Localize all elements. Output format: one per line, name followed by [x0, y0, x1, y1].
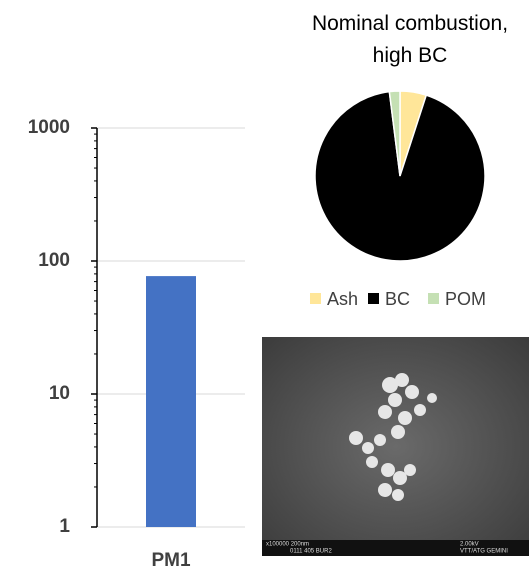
sem-label: 2.00kV [460, 542, 479, 548]
y-tick-label: 100 [38, 250, 70, 271]
sem-photo [262, 337, 529, 556]
bar [146, 276, 196, 527]
y-tick-label: 1000 [28, 117, 70, 138]
sem-info-bar [262, 540, 529, 556]
legend-label: POM [445, 289, 486, 309]
x-tick-label: PM1 [151, 550, 191, 571]
sem-image [262, 337, 529, 556]
pie-slice [388, 90, 401, 177]
sem-label: VTT/ATG GEMINI [460, 549, 508, 555]
legend-swatch [368, 293, 379, 304]
sem-label: x100000 200nm [266, 542, 309, 548]
sem-particles [349, 373, 437, 501]
legend-swatch [428, 293, 439, 304]
legend-label: Ash [327, 289, 358, 309]
y-tick-label: 1 [59, 516, 70, 537]
pie-title: Nominal combustion, high BC [311, 12, 509, 67]
sem-label: 0111 405 BUR2 [290, 549, 332, 555]
legend-label: BC [385, 289, 410, 309]
y-tick-label: 10 [49, 383, 70, 404]
legend-swatch [310, 293, 321, 304]
pie-slice [314, 90, 486, 262]
